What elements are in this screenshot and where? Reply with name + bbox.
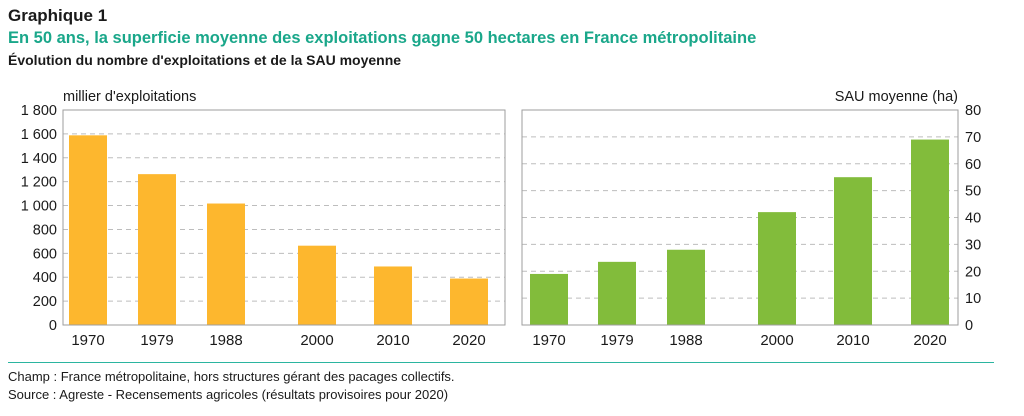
left-bar-1988 xyxy=(207,203,245,325)
right-bar-chart: 0 10 20 30 40 50 60 70 80 1970 1979 1988 2000 2010 202… xyxy=(521,89,981,349)
left-ytick-label: 1 800 xyxy=(21,103,57,119)
right-ytick-label: 0 xyxy=(965,318,973,334)
right-ytick-label: 20 xyxy=(965,264,981,280)
left-bar-chart: 0 200 400 600 800 1 000 1 200 1 400 1 600 1 800 19… xyxy=(21,89,506,349)
left-ytick-label: 0 xyxy=(49,318,57,334)
left-xtick-label: 1979 xyxy=(140,332,173,349)
right-ytick-label: 10 xyxy=(965,291,981,307)
left-bar-1979 xyxy=(138,174,176,325)
right-axis-label: SAU moyenne (ha) xyxy=(835,89,958,105)
right-ytick-label: 70 xyxy=(965,130,981,146)
right-bar-1979 xyxy=(598,261,636,325)
chart-subtitle: Évolution du nombre d'exploitations et d… xyxy=(8,52,402,68)
right-xtick-label: 2020 xyxy=(913,332,946,349)
left-bar-2020 xyxy=(450,278,488,325)
left-ytick-label: 800 xyxy=(33,222,57,238)
left-ytick-label: 1 400 xyxy=(21,151,57,167)
figure-label: Graphique 1 xyxy=(8,6,108,25)
right-xtick-label: 2010 xyxy=(836,332,869,349)
right-xtick-label: 1979 xyxy=(600,332,633,349)
footer-champ: Champ : France métropolitaine, hors stru… xyxy=(8,369,455,384)
left-xtick-label: 2010 xyxy=(376,332,409,349)
right-xtick-label: 1970 xyxy=(532,332,565,349)
right-bar-1988 xyxy=(667,249,705,325)
right-xtick-label: 1988 xyxy=(669,332,702,349)
left-bar-2010 xyxy=(374,266,412,325)
right-bar-2000 xyxy=(758,212,796,325)
left-plot-frame xyxy=(62,109,506,326)
chart-title: En 50 ans, la superficie moyenne des exp… xyxy=(8,29,757,47)
footer-divider xyxy=(8,362,994,363)
footer-source: Source : Agreste - Recensements agricole… xyxy=(8,387,449,402)
left-ytick-label: 1 200 xyxy=(21,175,57,191)
left-ytick-label: 1 000 xyxy=(21,199,57,215)
left-ytick-label: 200 xyxy=(33,294,57,310)
left-xtick-label: 1970 xyxy=(71,332,104,349)
left-bar-2000 xyxy=(298,245,336,325)
left-xtick-label: 1988 xyxy=(209,332,242,349)
left-axis-label: millier d'exploitations xyxy=(63,89,196,105)
right-bar-1970 xyxy=(530,273,568,325)
left-ytick-label: 1 600 xyxy=(21,127,57,143)
right-ytick-label: 30 xyxy=(965,237,981,253)
left-bar-1970 xyxy=(69,135,107,325)
left-xtick-label: 2020 xyxy=(452,332,485,349)
left-ytick-label: 600 xyxy=(33,246,57,262)
right-ytick-label: 60 xyxy=(965,157,981,173)
right-bar-2010 xyxy=(834,177,872,325)
right-ytick-label: 50 xyxy=(965,184,981,200)
left-ytick-label: 400 xyxy=(33,270,57,286)
right-ytick-label: 40 xyxy=(965,211,981,227)
left-xtick-label: 2000 xyxy=(300,332,333,349)
right-xtick-label: 2000 xyxy=(760,332,793,349)
right-bar-2020 xyxy=(911,139,949,325)
right-plot-frame xyxy=(521,109,959,326)
right-ytick-label: 80 xyxy=(965,103,981,119)
